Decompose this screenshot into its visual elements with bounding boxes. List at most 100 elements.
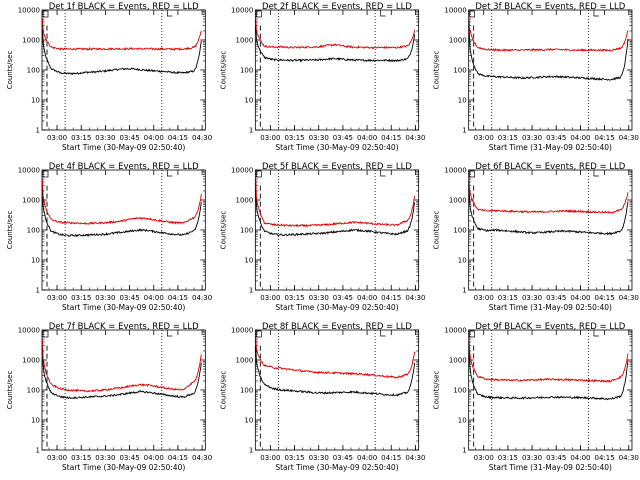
chart-title: Det 4f BLACK = Events, RED = LLD bbox=[49, 162, 199, 172]
plot-frame bbox=[41, 169, 206, 291]
y-axis-label: Counts/sec bbox=[219, 371, 227, 410]
series-events-line bbox=[255, 25, 416, 63]
series-lld-line bbox=[255, 18, 416, 50]
y-tick-label: 1000 bbox=[449, 197, 467, 205]
x-tick-label: 03:15 bbox=[71, 294, 91, 302]
x-axis-label: Start Time (30-May-09 02:50:40) bbox=[275, 463, 398, 472]
series-events-line bbox=[468, 187, 629, 236]
top-right-marker bbox=[593, 330, 599, 337]
top-left-marker bbox=[255, 170, 262, 178]
x-tick-label: 03:30 bbox=[95, 134, 115, 142]
y-tick-label: 1 bbox=[249, 287, 253, 295]
y-axis-label: Counts/sec bbox=[6, 371, 14, 410]
x-axis-label: Start Time (30-May-09 02:50:40) bbox=[275, 143, 398, 152]
y-tick-label: 10 bbox=[31, 417, 40, 425]
series-events-line bbox=[42, 187, 202, 238]
x-tick-label: 04:00 bbox=[144, 294, 164, 302]
x-axis-label: Start Time (30-May-09 02:50:40) bbox=[62, 303, 185, 312]
x-tick-label: 03:00 bbox=[47, 294, 67, 302]
x-tick-label: 03:30 bbox=[309, 134, 329, 142]
x-tick-label: 04:00 bbox=[357, 134, 377, 142]
series-lld-line bbox=[255, 179, 416, 228]
x-tick-label: 04:30 bbox=[619, 294, 639, 302]
y-axis-label: Counts/sec bbox=[433, 211, 441, 250]
chart-title: Det 5f BLACK = Events, RED = LLD bbox=[262, 162, 412, 172]
x-tick-label: 03:15 bbox=[284, 134, 304, 142]
x-axis-label: Start Time (31-May-09 02:50:40) bbox=[489, 463, 612, 472]
x-tick-label: 03:00 bbox=[47, 134, 67, 142]
top-left-marker bbox=[42, 330, 49, 338]
y-tick-label: 100 bbox=[27, 67, 40, 75]
x-tick-label: 03:15 bbox=[498, 294, 518, 302]
chart-panel-3: Det 3f BLACK = Events, RED = LLD 1 10 100 10… bbox=[433, 2, 639, 152]
y-tick-label: 10 bbox=[244, 257, 253, 265]
x-tick-label: 03:30 bbox=[522, 134, 542, 142]
chart-panel-5: Det 5f BLACK = Events, RED = LLD 1 10 100 10… bbox=[219, 162, 425, 312]
series-events-line bbox=[255, 345, 416, 397]
chart-panel-9: Det 9f BLACK = Events, RED = LLD 1 10 100 10… bbox=[433, 322, 639, 472]
y-tick-label: 10000 bbox=[18, 7, 40, 15]
y-tick-label: 100 bbox=[240, 67, 253, 75]
y-tick-label: 10 bbox=[244, 417, 253, 425]
top-left-marker bbox=[42, 10, 49, 18]
chart-panel-7: Det 7f BLACK = Events, RED = LLD 1 10 100 10… bbox=[6, 322, 212, 472]
series-events-line bbox=[42, 347, 202, 400]
series-lld-line bbox=[255, 337, 416, 379]
y-tick-label: 1 bbox=[249, 447, 253, 455]
x-tick-label: 03:15 bbox=[284, 294, 304, 302]
x-tick-label: 03:00 bbox=[474, 454, 494, 462]
top-left-marker bbox=[255, 330, 262, 338]
top-left-marker bbox=[469, 330, 476, 338]
x-tick-label: 04:30 bbox=[192, 294, 212, 302]
x-tick-label: 04:30 bbox=[192, 454, 212, 462]
x-tick-label: 03:15 bbox=[498, 454, 518, 462]
plot-frame bbox=[468, 329, 633, 451]
top-left-marker bbox=[255, 10, 262, 18]
x-tick-label: 04:15 bbox=[168, 134, 188, 142]
x-tick-label: 03:30 bbox=[95, 454, 115, 462]
top-right-marker bbox=[380, 170, 386, 177]
x-tick-label: 03:00 bbox=[474, 294, 494, 302]
chart-title: Det 7f BLACK = Events, RED = LLD bbox=[49, 322, 199, 332]
y-tick-label: 1000 bbox=[22, 197, 40, 205]
y-tick-label: 1000 bbox=[236, 197, 254, 205]
y-tick-label: 100 bbox=[27, 227, 40, 235]
x-tick-label: 04:00 bbox=[144, 134, 164, 142]
x-tick-label: 04:30 bbox=[405, 454, 425, 462]
y-tick-label: 10 bbox=[458, 97, 467, 105]
x-tick-label: 03:15 bbox=[71, 454, 91, 462]
x-tick-label: 03:15 bbox=[284, 454, 304, 462]
series-lld-line bbox=[468, 336, 629, 384]
y-tick-label: 1000 bbox=[236, 37, 254, 45]
chart-panel-4: Det 4f BLACK = Events, RED = LLD 1 10 100 10… bbox=[6, 162, 212, 312]
x-tick-label: 04:15 bbox=[594, 294, 614, 302]
x-tick-label: 04:15 bbox=[168, 454, 188, 462]
x-tick-label: 03:30 bbox=[522, 454, 542, 462]
x-tick-label: 04:15 bbox=[168, 294, 188, 302]
x-tick-label: 04:00 bbox=[357, 294, 377, 302]
y-tick-label: 1 bbox=[249, 127, 253, 135]
y-tick-label: 100 bbox=[27, 387, 40, 395]
top-right-marker bbox=[166, 170, 173, 177]
x-tick-label: 04:30 bbox=[405, 134, 425, 142]
chart-title: Det 9f BLACK = Events, RED = LLD bbox=[475, 322, 625, 332]
x-axis-label: Start Time (31-May-09 02:50:40) bbox=[489, 143, 612, 152]
chart-panel-6: Det 6f BLACK = Events, RED = LLD 1 10 100 10… bbox=[433, 162, 639, 312]
y-tick-label: 10000 bbox=[18, 327, 40, 335]
x-tick-label: 03:45 bbox=[119, 454, 139, 462]
x-tick-label: 03:45 bbox=[546, 294, 566, 302]
top-right-marker bbox=[166, 330, 173, 337]
chart-title: Det 1f BLACK = Events, RED = LLD bbox=[49, 2, 199, 12]
x-tick-label: 03:30 bbox=[309, 294, 329, 302]
chart-panel-8: Det 8f BLACK = Events, RED = LLD 1 10 100 10… bbox=[219, 322, 425, 472]
y-tick-label: 1000 bbox=[449, 357, 467, 365]
x-tick-label: 03:30 bbox=[309, 454, 329, 462]
top-right-marker bbox=[593, 10, 599, 17]
x-axis-label: Start Time (31-May-09 02:50:40) bbox=[489, 303, 612, 312]
x-tick-label: 04:15 bbox=[381, 134, 401, 142]
x-tick-label: 04:15 bbox=[594, 454, 614, 462]
x-tick-label: 03:15 bbox=[71, 134, 91, 142]
x-tick-label: 04:00 bbox=[144, 454, 164, 462]
y-tick-label: 100 bbox=[453, 67, 466, 75]
y-tick-label: 100 bbox=[453, 387, 466, 395]
